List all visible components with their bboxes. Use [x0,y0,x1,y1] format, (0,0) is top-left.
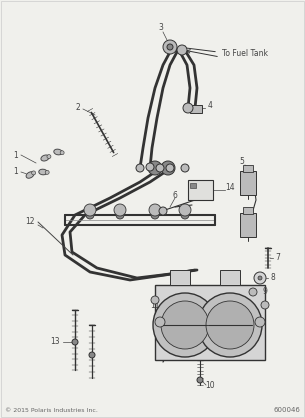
Circle shape [197,377,203,383]
Circle shape [156,164,164,172]
Circle shape [255,317,265,327]
Text: © 2015 Polaris Industries Inc.: © 2015 Polaris Industries Inc. [5,408,98,413]
Circle shape [72,339,78,345]
Circle shape [116,211,124,219]
Circle shape [60,151,64,155]
Polygon shape [39,169,47,175]
Text: 3: 3 [159,23,163,33]
Circle shape [114,204,126,216]
Circle shape [258,276,262,280]
Bar [243,165,253,172]
Circle shape [159,207,167,215]
Circle shape [155,317,165,327]
Text: 9: 9 [263,288,267,296]
Text: 14: 14 [225,184,235,193]
Text: 600046: 600046 [273,407,300,413]
Text: 6: 6 [173,191,178,199]
Text: 11: 11 [150,301,160,309]
Circle shape [148,161,162,175]
Circle shape [179,204,191,216]
Polygon shape [54,149,62,155]
Polygon shape [41,155,49,161]
Circle shape [163,40,177,54]
Circle shape [45,171,49,174]
Text: 4: 4 [208,100,213,110]
Bar [190,105,202,113]
Circle shape [149,204,161,216]
Circle shape [181,211,189,219]
Circle shape [86,211,94,219]
Circle shape [254,272,266,284]
Circle shape [249,288,257,296]
Text: 13: 13 [50,337,60,347]
Text: 5: 5 [239,158,244,166]
Bar [170,270,190,285]
Polygon shape [26,172,34,178]
Circle shape [151,296,159,304]
Bar [243,207,253,214]
Circle shape [136,164,144,172]
Circle shape [177,45,187,55]
Text: 12: 12 [25,217,35,227]
Circle shape [167,44,173,50]
Circle shape [47,155,51,158]
Bar [190,183,196,188]
Bar [240,213,256,237]
Text: 1: 1 [14,150,18,160]
Circle shape [181,164,189,172]
Bar [188,180,213,200]
Circle shape [198,293,262,357]
Circle shape [146,163,154,171]
Circle shape [161,301,209,349]
Circle shape [89,352,95,358]
Circle shape [161,161,175,175]
Bar [240,171,256,195]
Text: 2: 2 [76,104,81,112]
Text: 8: 8 [271,273,275,283]
Bar [155,285,265,360]
Circle shape [166,164,174,172]
Bar [220,270,240,285]
Circle shape [261,301,269,309]
Text: 1: 1 [14,168,18,176]
Circle shape [183,103,193,113]
Circle shape [206,301,254,349]
Text: 7: 7 [275,253,280,263]
Circle shape [84,204,96,216]
Text: 10: 10 [205,380,215,390]
Circle shape [153,293,217,357]
Circle shape [151,211,159,219]
Circle shape [32,171,36,175]
Text: To Fuel Tank: To Fuel Tank [222,49,268,59]
